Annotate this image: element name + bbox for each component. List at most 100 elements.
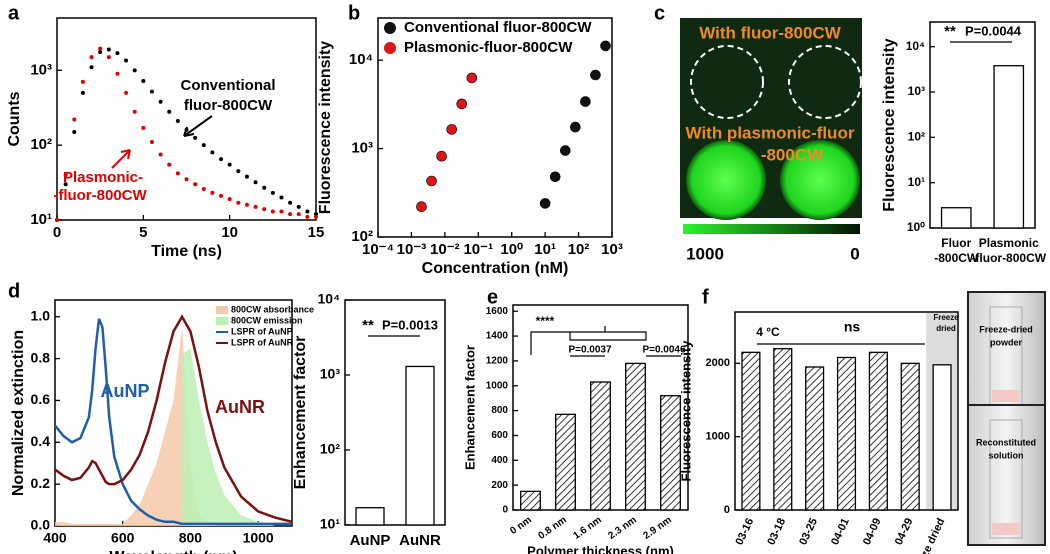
annotation: AuNP (101, 381, 150, 401)
annotation: P=0.0013 (382, 317, 438, 332)
x-tick-label: 04-09 (861, 516, 884, 547)
legend-swatch (216, 317, 228, 325)
colorbar-label: 1000 (686, 244, 724, 263)
y-tick-label: 600 (491, 430, 508, 441)
x-tick-label: 10⁰ (500, 241, 523, 258)
data-point (314, 212, 318, 217)
y-tick-label: 0 (724, 504, 730, 516)
data-point (314, 214, 318, 219)
x-tick-label: 1000 (243, 530, 274, 546)
data-point (193, 182, 198, 187)
data-point (466, 72, 478, 84)
data-point (124, 58, 129, 63)
data-point (149, 89, 154, 94)
annotation: ns (844, 319, 861, 335)
y-axis-label: Fluorescence intensity (678, 340, 693, 482)
data-point (580, 96, 591, 107)
data-point (253, 204, 258, 209)
area (55, 327, 292, 526)
bar (868, 351, 888, 511)
data-point (288, 200, 293, 205)
annotation: fluor-800CW (184, 97, 273, 114)
legend-label: 800CW absorbance (231, 304, 314, 314)
y-tick-label: 0.6 (31, 391, 51, 407)
x-axis-label: Concentration (nM) (422, 260, 569, 277)
annotation: 4 °C (756, 325, 780, 339)
y-axis-label: Enhancement factor (292, 336, 309, 490)
annotation: Conventional (180, 77, 275, 94)
data-point (210, 150, 215, 155)
data-point (446, 124, 457, 135)
plot-frame (377, 17, 613, 238)
x-tick-label: 10⁻⁴ (362, 241, 394, 258)
legend-marker (384, 42, 396, 54)
bar (405, 365, 435, 526)
well (788, 45, 862, 119)
y-tick-label: 1200 (486, 356, 509, 367)
bar (355, 507, 385, 526)
plot-frame (56, 17, 317, 221)
x-tick-label: 10⁻³ (397, 241, 427, 258)
well (686, 140, 766, 220)
annotation: P=0.0037 (568, 345, 612, 356)
y-tick-label: 0.8 (31, 349, 51, 365)
colorbar (683, 224, 860, 234)
data-point (106, 55, 111, 60)
y-tick-label: 10³ (908, 84, 925, 98)
bar (625, 362, 646, 511)
photo-label: powder (990, 337, 1022, 347)
photo (967, 404, 1046, 546)
x-tick-label: 10⁻¹ (463, 241, 493, 258)
panel-letter: d (8, 280, 20, 302)
x-tick-label: 2.9 nm (641, 515, 673, 542)
data-point (270, 190, 275, 195)
arrow (183, 115, 213, 137)
data-point (132, 68, 137, 73)
x-tick-label: 600 (111, 530, 135, 546)
x-tick-label: 15 (308, 224, 325, 241)
data-point (149, 140, 154, 145)
data-point (98, 50, 103, 55)
y-axis-label: Counts (6, 91, 23, 146)
data-point (559, 145, 571, 156)
data-point (279, 195, 284, 200)
y-tick-label: 1400 (486, 331, 509, 342)
y-axis-label: Fluorescence intensity (317, 41, 334, 214)
bar (590, 381, 611, 511)
bar (836, 356, 857, 511)
data-point (98, 46, 103, 51)
data-point (141, 125, 146, 130)
legend-label: Plasmonic-fluor-800CW (404, 39, 573, 56)
photo-label: With fluor-800CW (699, 23, 841, 42)
y-tick-label: 10¹ (320, 516, 341, 532)
data-point (201, 143, 206, 148)
y-tick-label: 0.0 (31, 517, 51, 533)
y-tick-label: 1600 (486, 306, 509, 317)
x-tick-label: 1.6 nm (571, 515, 603, 542)
x-tick-label: 10¹ (534, 241, 556, 258)
data-point (219, 193, 224, 198)
x-tick-label: 10³ (601, 241, 623, 258)
data-point (219, 157, 224, 162)
data-point (262, 207, 267, 212)
x-tick-label: Plasmonic (979, 236, 1039, 250)
legend-label: 800CW emission (231, 315, 303, 325)
data-point (175, 171, 180, 176)
x-tick-label: 0 (53, 224, 61, 241)
annotation: ** (944, 23, 956, 40)
photo-label: -800CW (761, 145, 824, 164)
x-tick-label: 10 (221, 224, 238, 241)
y-tick-label: 800 (491, 405, 508, 416)
data-point (141, 78, 146, 83)
data-point (72, 129, 77, 134)
panel-letter: e (487, 286, 498, 308)
x-tick-label: 400 (43, 530, 67, 546)
legend-label: LSPR of AuNP (231, 326, 293, 336)
y-tick-label: 10³ (351, 140, 373, 157)
data-point (416, 201, 427, 213)
x-tick-label: Fluor (941, 236, 971, 250)
data-point (253, 180, 258, 185)
bar (805, 366, 825, 511)
panel-letter: f (702, 286, 709, 308)
